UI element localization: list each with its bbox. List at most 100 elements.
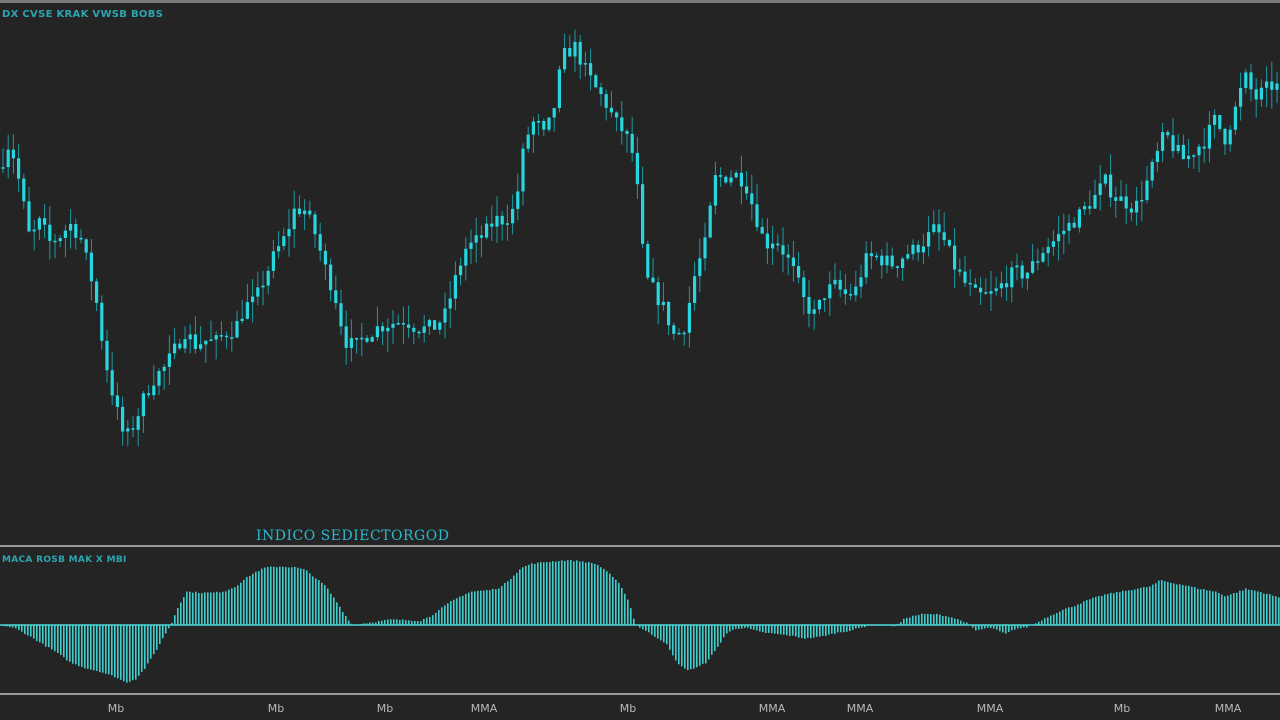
histogram-bar (1056, 613, 1058, 625)
histogram-bar (633, 618, 635, 625)
histogram-bar (1257, 591, 1259, 625)
histogram-bar (990, 625, 992, 628)
histogram-bar (1221, 594, 1223, 625)
histogram-bar (942, 616, 944, 625)
histogram-bar (837, 625, 839, 633)
histogram-bar (600, 567, 602, 625)
candle (1015, 265, 1019, 268)
histogram-bar (135, 625, 137, 680)
histogram-bar (1092, 597, 1094, 625)
histogram-bar (561, 560, 563, 625)
histogram-bar (1131, 590, 1133, 625)
histogram-bar (810, 625, 812, 639)
histogram-bar (237, 585, 239, 625)
histogram-bar (399, 620, 401, 625)
candle (453, 275, 457, 299)
candle (1124, 196, 1128, 209)
candle (1020, 265, 1024, 279)
candle (942, 232, 946, 241)
histogram-bar (624, 593, 626, 625)
candle (1067, 222, 1071, 231)
histogram-bar (27, 625, 29, 636)
candle (807, 297, 811, 314)
x-tick-label: MMA (1215, 702, 1242, 715)
candle (989, 291, 993, 294)
histogram-bar (960, 620, 962, 625)
histogram-bar (948, 617, 950, 625)
histogram-bar (717, 625, 719, 647)
histogram-bar (51, 625, 53, 650)
histogram-bar (1077, 604, 1079, 625)
histogram-bar (222, 591, 224, 625)
candle (583, 63, 587, 65)
histogram-bar (207, 592, 209, 625)
histogram-bar (225, 591, 227, 625)
histogram-bar (708, 625, 710, 660)
candle (812, 309, 816, 314)
histogram-bar (414, 620, 416, 625)
candle (1140, 199, 1144, 202)
candle (1077, 209, 1081, 228)
candle (339, 303, 343, 327)
histogram-bar (531, 563, 533, 625)
candle (43, 218, 47, 225)
histogram-bar (1107, 594, 1109, 625)
histogram-bar (1101, 596, 1103, 625)
candle (589, 63, 593, 76)
candle (22, 178, 26, 202)
candle (266, 270, 270, 286)
histogram-bar (39, 625, 41, 643)
candle (1218, 115, 1222, 129)
histogram-bar (108, 625, 110, 675)
histogram-bar (57, 625, 59, 653)
histogram-bar (978, 625, 980, 630)
histogram-bar (915, 615, 917, 625)
candle (89, 252, 93, 282)
histogram-bar (981, 625, 983, 630)
histogram-bar (216, 591, 218, 625)
histogram-bar (114, 625, 116, 678)
candle (1259, 87, 1263, 100)
candle (1249, 72, 1253, 90)
histogram-bar (1104, 594, 1106, 625)
histogram-bar (480, 590, 482, 625)
candle (984, 292, 988, 294)
x-tick-label: Mb (377, 702, 393, 715)
histogram-bar (1014, 625, 1016, 630)
histogram-bar (705, 625, 707, 664)
candle (864, 253, 868, 278)
histogram-bar (546, 562, 548, 625)
histogram-bar (303, 569, 305, 625)
candle (126, 428, 130, 432)
histogram-bar (1188, 585, 1190, 625)
histogram-bar (1008, 625, 1010, 633)
candle (84, 239, 88, 253)
histogram-bar (1203, 589, 1205, 625)
candle (755, 204, 759, 228)
candle (776, 243, 780, 246)
histogram-bar (792, 625, 794, 636)
histogram-bar (522, 567, 524, 625)
histogram-bar (30, 625, 32, 637)
candle (604, 94, 608, 108)
histogram-bar (183, 597, 185, 625)
candle (479, 235, 483, 238)
histogram-bar (591, 562, 593, 625)
histogram-bar (675, 625, 677, 661)
histogram-bar (933, 614, 935, 625)
histogram-bar (423, 619, 425, 625)
histogram-bar (102, 625, 104, 673)
candle (1233, 106, 1237, 130)
histogram-bar (825, 625, 827, 636)
histogram-bar (1251, 590, 1253, 625)
candle (407, 324, 411, 328)
histogram-bar (1170, 582, 1172, 625)
histogram-bar (297, 567, 299, 625)
candle (921, 246, 925, 253)
histogram-bar (378, 620, 380, 625)
histogram-bar (621, 588, 623, 625)
candle (1244, 72, 1248, 88)
histogram-bar (735, 625, 737, 629)
histogram-bar (462, 595, 464, 625)
candle (422, 326, 426, 333)
